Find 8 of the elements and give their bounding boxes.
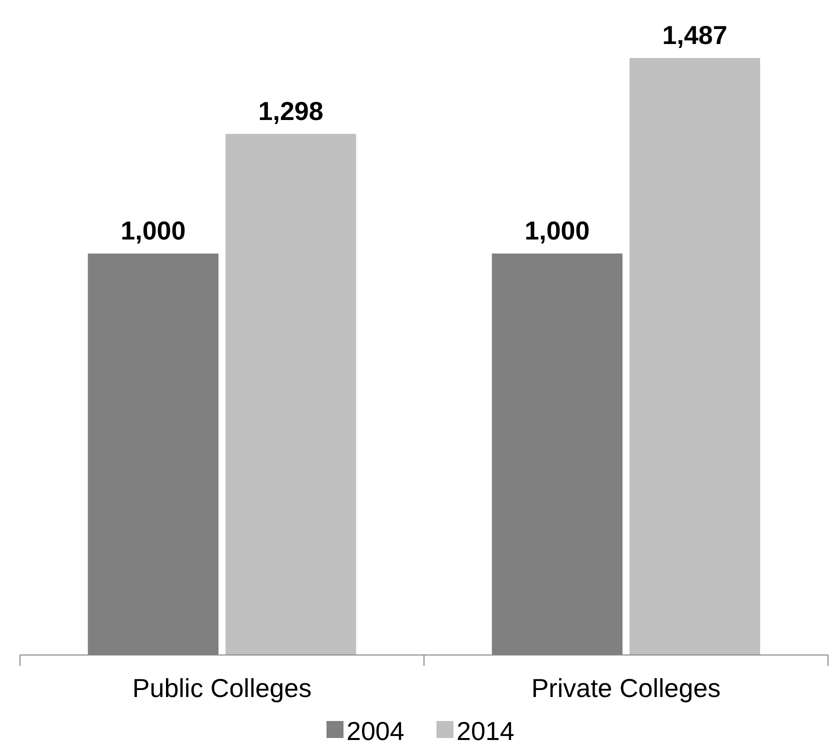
data-label: 1,298	[258, 96, 324, 126]
x-tick-label: Private Colleges	[531, 673, 721, 703]
legend-label: 2004	[346, 716, 404, 746]
data-label: 1,000	[524, 216, 590, 246]
x-tick-label: Public Colleges	[132, 673, 312, 703]
legend-label: 2014	[456, 716, 514, 746]
data-label: 1,000	[120, 216, 186, 246]
data-label: 1,487	[662, 20, 728, 50]
